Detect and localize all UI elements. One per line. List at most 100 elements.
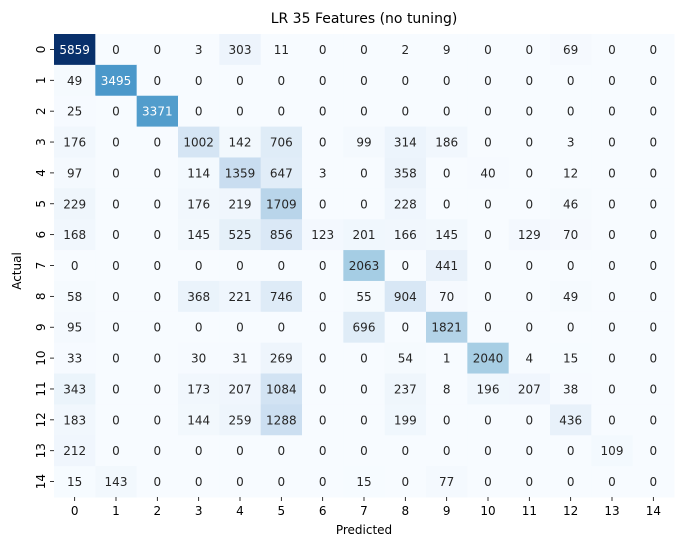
- heatmap-cell-9-14: [632, 311, 675, 344]
- cell-value-4-14: 0: [650, 166, 658, 180]
- heatmap-cell-4-5: [260, 157, 303, 189]
- heatmap-cell-7-11: [508, 250, 551, 282]
- cell-value-8-13: 0: [608, 290, 616, 304]
- cell-value-3-8: 314: [394, 136, 417, 150]
- cell-value-0-0: 5859: [59, 43, 90, 57]
- heatmap-cell-14-10: [467, 466, 510, 498]
- heatmap-cell-2-13: [591, 95, 634, 128]
- cell-value-2-14: 0: [650, 105, 658, 119]
- heatmap-cell-14-3: [178, 466, 220, 498]
- y-tick-label-5: 5: [34, 200, 48, 208]
- heatmap-cell-0-6: [302, 34, 344, 66]
- cell-value-1-10: 0: [484, 74, 492, 88]
- cell-value-13-3: 0: [195, 444, 203, 458]
- cell-value-2-6: 0: [319, 105, 327, 119]
- cell-value-7-1: 0: [112, 259, 120, 273]
- heatmap-cell-8-3: [178, 280, 220, 313]
- cell-value-4-2: 0: [154, 166, 162, 180]
- heatmap-cell-10-8: [384, 342, 427, 375]
- heatmap-cell-12-7: [343, 404, 386, 436]
- heatmap-cell-13-4: [219, 435, 262, 467]
- x-tick-label-13: 13: [604, 504, 619, 518]
- cell-value-11-8: 237: [394, 382, 417, 396]
- heatmap-cell-2-8: [384, 95, 427, 128]
- cell-value-3-1: 0: [112, 136, 120, 150]
- heatmap-cell-10-4: [219, 342, 262, 375]
- cell-value-9-4: 0: [236, 321, 244, 335]
- cell-value-10-4: 31: [232, 352, 247, 366]
- cell-value-0-10: 0: [484, 43, 492, 57]
- heatmap-cell-6-8: [384, 219, 427, 251]
- heatmap-cell-9-8: [384, 311, 427, 344]
- x-tick-label-0: 0: [71, 504, 79, 518]
- heatmap-cell-10-12: [550, 342, 592, 375]
- cell-value-2-9: 0: [443, 105, 451, 119]
- heatmap-cell-1-5: [260, 64, 303, 97]
- cell-value-14-7: 15: [356, 475, 371, 489]
- cell-value-14-11: 0: [526, 475, 534, 489]
- heatmap-cell-7-5: [260, 250, 303, 282]
- heatmap-cell-6-3: [178, 219, 220, 251]
- heatmap-cell-7-7: [343, 250, 386, 282]
- heatmap-cell-5-6: [302, 188, 344, 220]
- heatmap-cell-7-4: [219, 250, 262, 282]
- cell-value-6-11: 129: [518, 228, 541, 242]
- cell-value-3-7: 99: [356, 136, 371, 150]
- heatmap-cell-5-0: [54, 188, 96, 220]
- cell-value-6-5: 856: [270, 228, 293, 242]
- y-tick-label-0: 0: [34, 46, 48, 54]
- cell-value-1-1: 3495: [101, 74, 132, 88]
- heatmap-cell-12-1: [95, 404, 138, 436]
- cell-value-14-6: 0: [319, 475, 327, 489]
- y-tick-label-10: 10: [34, 350, 48, 365]
- heatmap-cell-2-7: [343, 95, 386, 128]
- heatmap-cell-3-4: [219, 126, 262, 158]
- heatmap-cell-14-0: [54, 466, 96, 498]
- cell-value-8-9: 70: [439, 290, 454, 304]
- cell-value-5-1: 0: [112, 197, 120, 211]
- cell-value-12-0: 183: [63, 413, 86, 427]
- cell-value-5-0: 229: [63, 197, 86, 211]
- cell-value-14-9: 77: [439, 475, 454, 489]
- cell-value-4-10: 40: [480, 166, 495, 180]
- heatmap-cell-13-11: [508, 435, 551, 467]
- heatmap-cell-4-14: [632, 157, 675, 189]
- heatmap-cell-14-2: [136, 466, 179, 498]
- heatmap-cell-4-2: [136, 157, 179, 189]
- heatmap-cell-2-1: [95, 95, 138, 128]
- heatmap-cell-8-5: [260, 280, 303, 313]
- heatmap-cell-4-12: [550, 157, 592, 189]
- cell-value-8-0: 58: [67, 290, 82, 304]
- heatmap-cell-11-12: [550, 373, 592, 405]
- heatmap-cell-4-1: [95, 157, 138, 189]
- cell-value-8-3: 368: [187, 290, 210, 304]
- heatmap-cell-11-11: [508, 373, 551, 405]
- heatmap-cell-10-11: [508, 342, 551, 375]
- x-tick-label-14: 14: [646, 504, 661, 518]
- cell-value-6-4: 525: [229, 228, 252, 242]
- cell-value-5-9: 0: [443, 197, 451, 211]
- cell-value-1-6: 0: [319, 74, 327, 88]
- heatmap-cell-0-12: [550, 34, 592, 66]
- heatmap-cell-9-6: [302, 311, 344, 344]
- cell-value-13-4: 0: [236, 444, 244, 458]
- cell-value-0-13: 0: [608, 43, 616, 57]
- cell-value-7-0: 0: [71, 259, 79, 273]
- heatmap-cell-2-6: [302, 95, 344, 128]
- cell-value-6-3: 145: [187, 228, 210, 242]
- cell-value-7-4: 0: [236, 259, 244, 273]
- cell-value-8-8: 904: [394, 290, 417, 304]
- cell-value-1-12: 0: [567, 74, 575, 88]
- cell-value-11-6: 0: [319, 382, 327, 396]
- heatmap-cell-11-7: [343, 373, 386, 405]
- heatmap-cell-6-14: [632, 219, 675, 251]
- cell-value-14-10: 0: [484, 475, 492, 489]
- heatmap-cell-0-10: [467, 34, 510, 66]
- cell-value-3-12: 3: [567, 136, 575, 150]
- cell-value-3-4: 142: [229, 136, 252, 150]
- heatmap-cell-3-7: [343, 126, 386, 158]
- heatmap-cell-9-12: [550, 311, 592, 344]
- heatmap-cell-8-0: [54, 280, 96, 313]
- heatmap-cell-7-2: [136, 250, 179, 282]
- cell-value-3-0: 176: [63, 136, 86, 150]
